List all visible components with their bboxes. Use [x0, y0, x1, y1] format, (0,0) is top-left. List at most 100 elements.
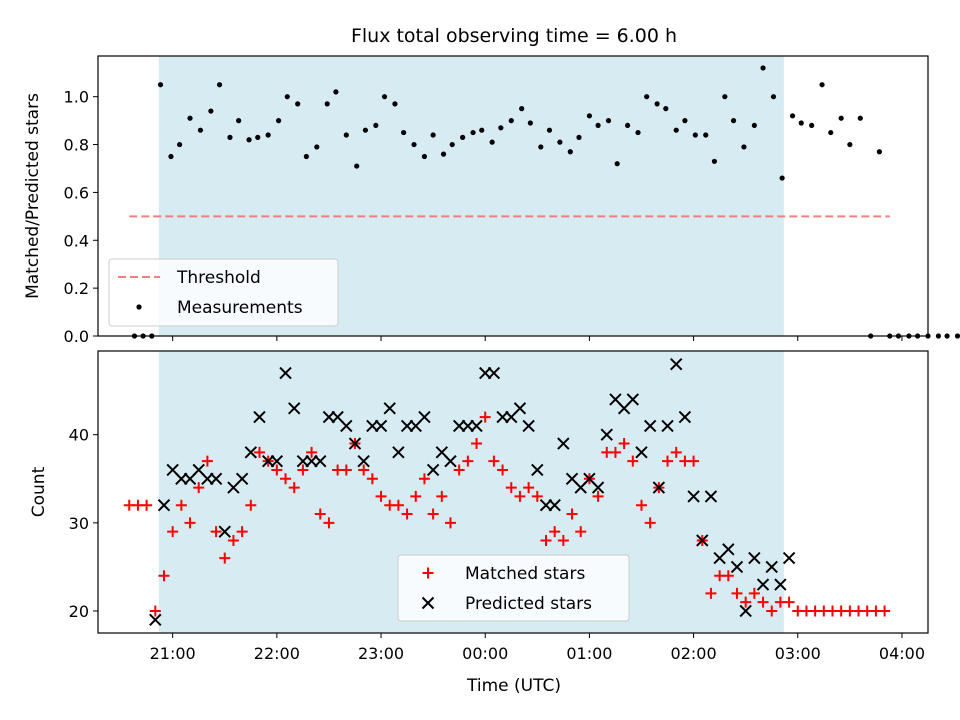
measurement-point — [857, 115, 863, 121]
top-plot-area: 0.0 0.2 0.4 0.6 0.8 1.0 Matched/Predicted sta… — [23, 55, 960, 346]
measurement-point — [789, 113, 796, 119]
measurements-layer — [131, 65, 960, 339]
measurement-point — [373, 122, 379, 129]
matched-star-point — [323, 517, 335, 529]
predicted-star-point — [218, 525, 231, 538]
measurement-point — [343, 132, 349, 138]
matched-star-point — [644, 517, 656, 529]
predicted-star-point — [670, 358, 683, 371]
legend-box — [108, 258, 339, 327]
matched-star-point — [158, 570, 170, 582]
measurement-point — [557, 139, 563, 145]
matched-star-point — [531, 490, 543, 502]
matched-star-point — [688, 455, 700, 467]
matched-star-point — [149, 605, 161, 617]
matched-star-point — [167, 526, 179, 538]
measurement-point — [498, 125, 504, 131]
measurement-point — [333, 89, 339, 95]
measurement-point — [489, 139, 495, 145]
measurement-point — [730, 118, 737, 124]
predicted-star-point — [591, 481, 605, 494]
predicted-star-point — [374, 419, 388, 433]
predicted-stars-layer — [149, 358, 796, 626]
measurement-point — [275, 118, 282, 124]
x-axis-label: Time (UTC) — [466, 676, 561, 696]
matched-star-point — [288, 482, 300, 494]
x-tick-label: 21:00 — [150, 644, 196, 663]
measurement-point — [770, 94, 777, 100]
predicted-star-point — [235, 472, 249, 485]
measurement-point — [703, 132, 709, 138]
measurement-point — [208, 108, 214, 114]
predicted-star-point — [392, 446, 405, 459]
matched-star-point — [748, 587, 760, 599]
measurement-point — [527, 120, 533, 126]
legend-threshold-label: Threshold — [176, 268, 261, 288]
x-tick-label: 22:00 — [254, 644, 300, 663]
top-x-ticks — [172, 336, 903, 341]
matched-star-point — [757, 596, 769, 608]
predicted-star-point — [600, 428, 613, 441]
matched-star-point — [210, 526, 222, 538]
measurement-point — [586, 113, 593, 119]
matched-star-point — [375, 490, 387, 502]
y-tick-label: 1.0 — [64, 88, 89, 107]
x-tick-label: 04:00 — [879, 644, 925, 663]
matched-star-point — [471, 438, 483, 450]
measurement-point — [751, 122, 757, 129]
matched-star-point — [306, 446, 318, 458]
predicted-star-point — [426, 463, 440, 477]
matched-stars-layer — [123, 411, 891, 617]
predicted-star-point — [253, 410, 266, 424]
matched-star-point — [609, 446, 621, 458]
predicted-star-point — [643, 419, 657, 433]
matched-star-point — [340, 464, 352, 476]
bottom-plot-area: 20 30 40 21:00 22:00 23:00 00:00 01:00 02:00 03:… — [29, 350, 929, 696]
bottom-y-axis-label: Count — [29, 466, 49, 517]
predicted-star-point — [652, 481, 666, 494]
measurement-point — [635, 129, 641, 136]
matched-star-point — [705, 587, 717, 599]
y-tick-label: 40 — [69, 426, 89, 445]
bottom-y-ticks: 20 30 40 — [69, 426, 98, 621]
legend-measurement-label: Measurements — [177, 298, 303, 318]
measurement-point — [809, 122, 815, 129]
measurement-point — [187, 115, 193, 121]
bottom-x-ticks: 21:00 22:00 23:00 00:00 01:00 02:00 03:00 04:00 — [150, 633, 925, 663]
predicted-star-point — [696, 534, 709, 547]
predicted-star-point — [557, 437, 570, 450]
legend-measurement-swatch — [136, 304, 142, 310]
bottom-legend: Matched stars Predicted stars — [397, 554, 630, 622]
y-tick-label: 0.8 — [64, 136, 89, 155]
matched-star-point — [479, 411, 491, 423]
measurement-point — [644, 94, 650, 100]
measurement-point — [847, 141, 853, 148]
predicted-star-point — [279, 366, 292, 380]
matched-star-point — [366, 473, 378, 485]
measurement-point — [798, 120, 804, 126]
matched-star-point — [193, 482, 205, 494]
measurement-point — [314, 144, 320, 150]
predicted-star-point — [635, 446, 648, 459]
measurement-point — [760, 65, 766, 71]
measurement-point — [284, 94, 290, 100]
legend-matched-label: Matched stars — [465, 564, 585, 584]
measurement-point — [519, 106, 525, 112]
measurement-point — [381, 94, 388, 100]
predicted-star-point — [756, 578, 770, 591]
legend-predicted-label: Predicted stars — [465, 594, 592, 614]
measurement-point — [838, 115, 844, 121]
measurement-point — [614, 161, 620, 167]
measurement-point — [392, 101, 398, 107]
matched-star-point — [314, 508, 326, 520]
matched-star-point — [618, 438, 630, 450]
y-tick-label: 30 — [69, 514, 89, 533]
matched-star-point — [410, 490, 422, 502]
measurement-point — [546, 127, 553, 133]
measurement-point — [663, 106, 669, 112]
measurement-point — [779, 175, 785, 181]
matched-star-point — [184, 517, 196, 529]
matched-star-point — [592, 490, 604, 502]
matched-star-point — [436, 490, 448, 502]
matched-star-point — [462, 455, 474, 467]
